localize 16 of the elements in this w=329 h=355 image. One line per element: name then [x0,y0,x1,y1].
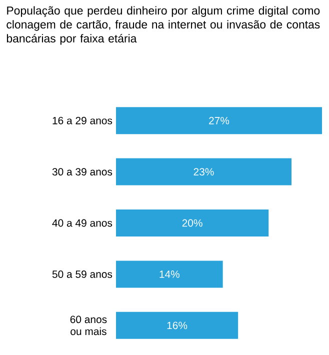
y-tick-label: 30 a 39 anos [52,168,112,176]
bar [116,158,292,186]
data-label: 20% [182,219,202,227]
data-label: 23% [194,168,214,176]
data-label: 27% [209,116,230,124]
chart-title: População que perdeu dinheiro por algum crime digital como clonagem de cartão, fraude na internet ou invasão de contas bancárias por faixa etária [6,6,320,45]
data-label: 14% [160,270,180,278]
bar [116,260,223,288]
bar [116,107,322,134]
y-tick-label: 16 a 29 anos [52,116,112,124]
y-tick-label: 40 a 49 anos [52,219,112,227]
y-tick-label: 60 anos ou mais [70,316,107,336]
bar [116,312,238,339]
y-tick-label: 50 a 59 anos [52,270,112,278]
bar [116,210,269,237]
data-label: 16% [167,322,188,330]
